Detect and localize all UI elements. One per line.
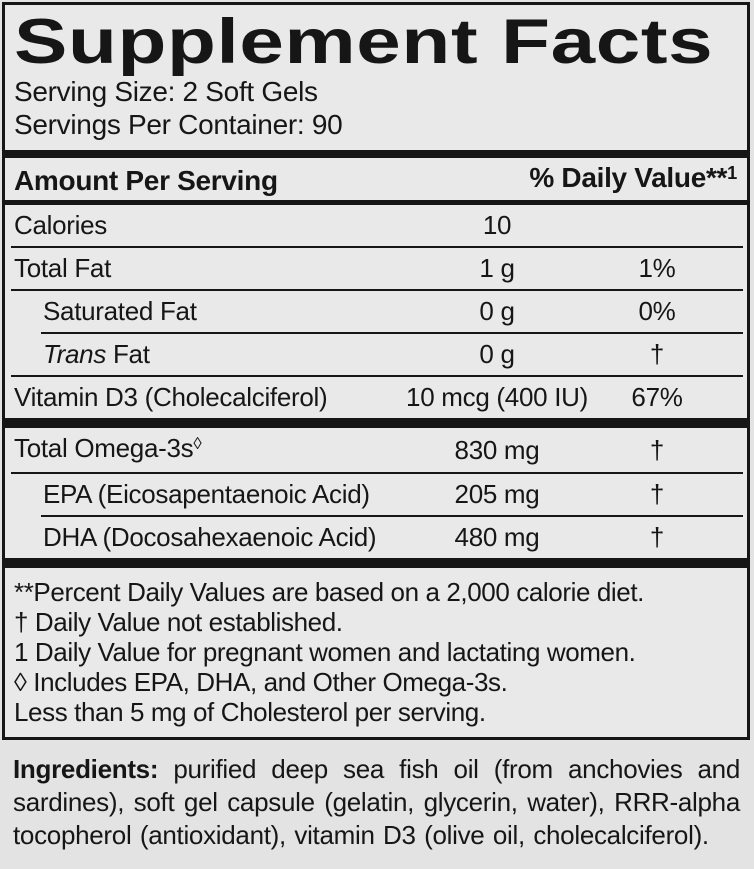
- nutrient-name: Vitamin D3 (Cholecalciferol): [14, 382, 328, 412]
- footnote-diamond: ◊ Includes EPA, DHA, and Other Omega-3s.: [14, 667, 508, 697]
- nutrient-name: Calories: [14, 210, 107, 240]
- nutrient-row-epa: EPA (Eicosapentaenoic Acid) 205 mg †: [5, 474, 747, 515]
- amount-per-serving-header: Amount Per Serving: [14, 165, 278, 196]
- row-separator: [41, 515, 743, 517]
- row-separator: [11, 375, 743, 377]
- nutrient-row-trans-fat: Trans Fat 0 g †: [5, 334, 747, 375]
- supplement-facts-panel: Supplement Facts Serving Size: 2 Soft Ge…: [2, 2, 750, 740]
- nutrient-amount: 10 mcg (400 IU): [406, 382, 588, 412]
- ingredients-paragraph: Ingredients: purified deep sea fish oil …: [13, 753, 740, 852]
- nutrient-amount: 1 g: [479, 253, 515, 283]
- ingredients-label: Ingredients:: [13, 754, 159, 784]
- table-header-row: Amount Per Serving % Daily Value**1: [5, 158, 747, 200]
- omega3s-footnote-marker: ◊: [193, 434, 202, 454]
- trans-italic: Trans: [43, 339, 107, 369]
- nutrient-row-total-fat: Total Fat 1 g 1%: [5, 248, 747, 289]
- nutrient-dv: 0%: [638, 296, 676, 326]
- nutrient-amount: 10: [482, 210, 512, 240]
- nutrient-row-dha: DHA (Docosahexaenoic Acid) 480 mg †: [5, 517, 747, 558]
- supplement-facts-title: Supplement Facts: [14, 7, 714, 77]
- nutrient-row-saturated-fat: Saturated Fat 0 g 0%: [5, 291, 747, 332]
- divider-bar: [5, 418, 747, 428]
- nutrient-name: Total Omega-3s◊: [5, 434, 397, 466]
- nutrient-amount: 0 g: [479, 339, 515, 369]
- nutrient-row-calories: Calories 10: [5, 205, 747, 246]
- daily-value-header-text: % Daily Value**: [529, 162, 728, 193]
- nutrient-amount: 480 mg: [454, 522, 540, 552]
- nutrient-name: Saturated Fat: [43, 296, 197, 326]
- servings-per-container: Servings Per Container: 90: [14, 109, 343, 140]
- nutrient-name: DHA (Docosahexaenoic Acid): [43, 522, 377, 552]
- row-separator: [11, 289, 743, 291]
- nutrient-amount: 0 g: [479, 296, 515, 326]
- nutrient-dv: †: [649, 339, 665, 369]
- allergen-statement: No gluten, milk derivatives, or artifici…: [13, 864, 663, 869]
- nutrient-dv: 67%: [631, 382, 683, 412]
- ingredients-text: purified deep sea fish oil (from anchovi…: [13, 754, 740, 850]
- divider-bar: [5, 558, 747, 568]
- footnote-cholesterol: Less than 5 mg of Cholesterol per servin…: [14, 697, 486, 727]
- row-separator: [11, 472, 743, 474]
- daily-value-footnote-marker: 1: [727, 162, 737, 183]
- footnote-dagger: † Daily Value not established.: [14, 607, 343, 637]
- nutrient-row-vitamin-d3: Vitamin D3 (Cholecalciferol) 10 mcg (400…: [5, 377, 747, 418]
- nutrient-dv: †: [649, 479, 665, 509]
- nutrient-name: EPA (Eicosapentaenoic Acid): [43, 479, 370, 509]
- omega3s-label: Total Omega-3s: [14, 433, 194, 463]
- footnotes: **Percent Daily Values are based on a 2,…: [5, 568, 747, 737]
- nutrient-name: Trans Fat: [5, 340, 397, 369]
- trans-fat-label: Fat: [106, 339, 150, 369]
- footnote-percent-dv: **Percent Daily Values are based on a 2,…: [14, 577, 645, 607]
- divider-bar: [5, 150, 747, 158]
- nutrient-name: Total Fat: [14, 253, 112, 283]
- serving-size: Serving Size: 2 Soft Gels: [14, 76, 318, 107]
- nutrient-amount: 205 mg: [454, 479, 540, 509]
- footnote-pregnant: 1 Daily Value for pregnant women and lac…: [14, 637, 636, 667]
- daily-value-header: % Daily Value**1: [529, 162, 737, 195]
- row-separator: [11, 246, 743, 248]
- header-rule: [5, 200, 747, 205]
- nutrient-row-total-omega3s: Total Omega-3s◊ 830 mg †: [5, 428, 747, 472]
- nutrient-dv: 1%: [638, 253, 676, 283]
- nutrient-dv: †: [649, 522, 665, 552]
- nutrient-amount: 830 mg: [454, 434, 540, 465]
- row-separator: [41, 332, 743, 334]
- nutrient-dv: †: [649, 434, 665, 465]
